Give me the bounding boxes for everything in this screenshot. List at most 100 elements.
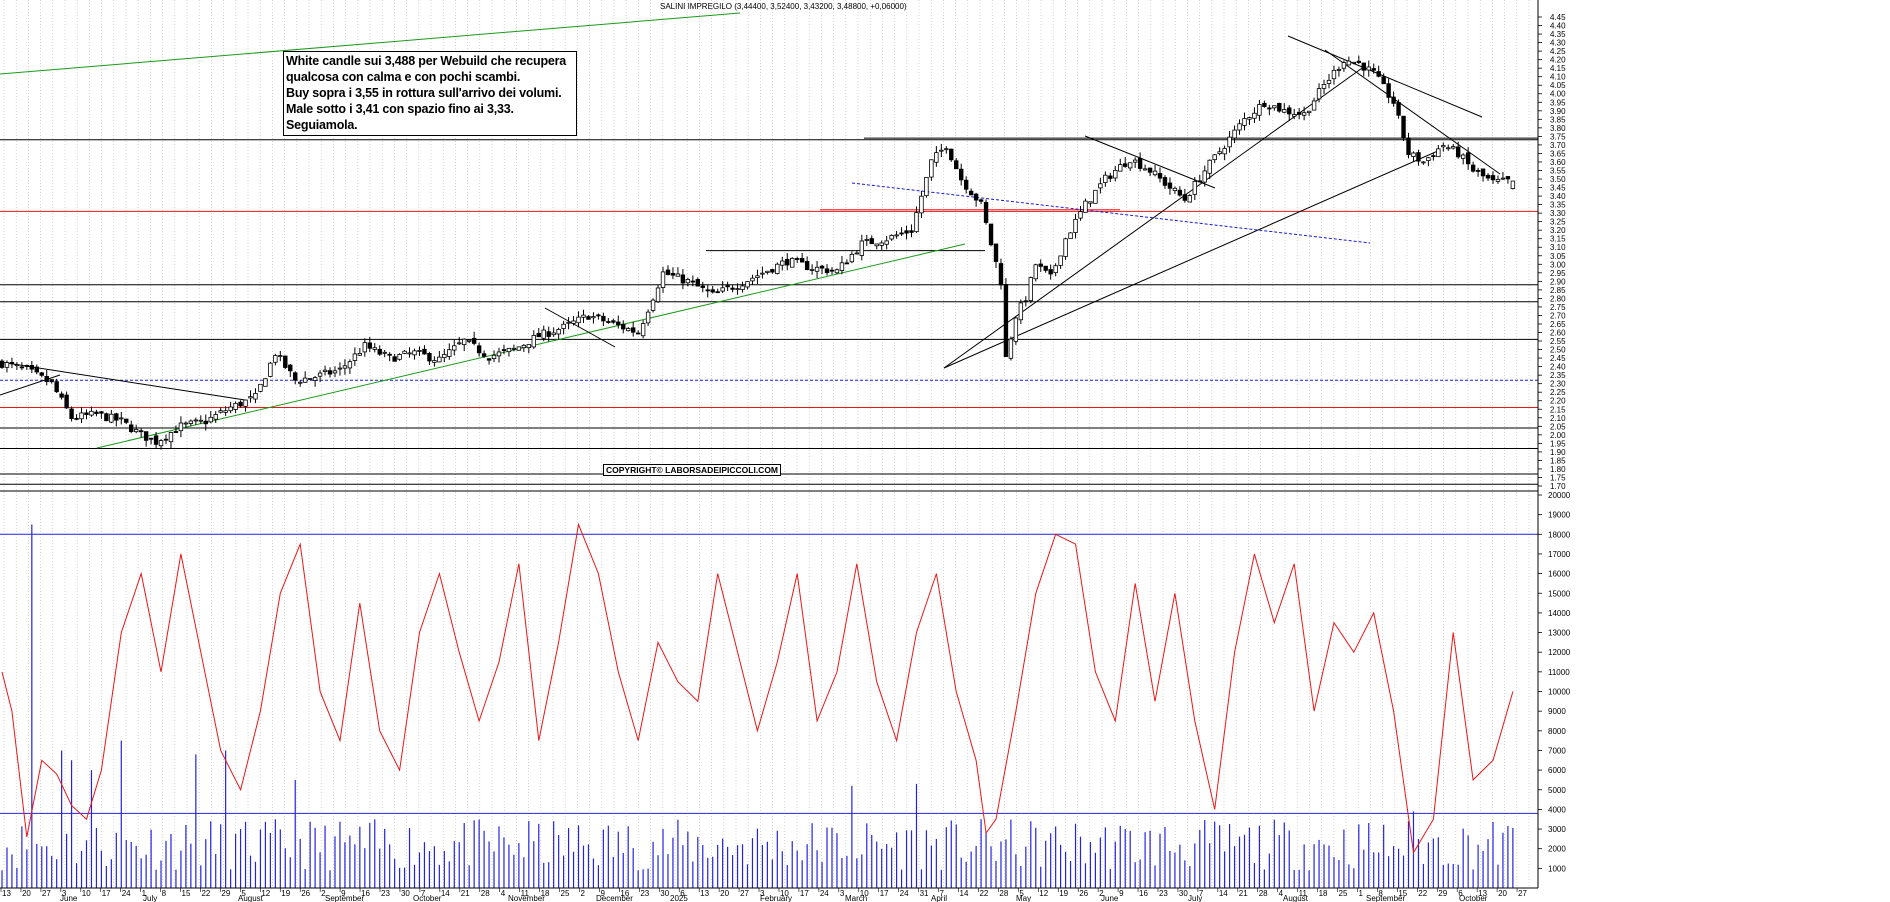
candle-body (1376, 71, 1381, 77)
candle-body (1371, 68, 1376, 71)
month-label: March (845, 894, 867, 902)
candle-body (775, 263, 780, 274)
candle-body (869, 238, 874, 245)
price-tick-label: 3.30 (1550, 209, 1566, 218)
candle-body (770, 269, 775, 273)
date-tick-label: 27 (740, 889, 749, 898)
candle-body (1475, 170, 1481, 172)
volume-tick-label: 7000 (1548, 746, 1566, 755)
candle-body (874, 243, 879, 247)
date-tick-label: 26 (301, 889, 310, 898)
candle-body (119, 417, 124, 420)
candle-body (317, 372, 323, 377)
candle-body (1157, 173, 1163, 179)
candle-body (1272, 105, 1277, 109)
candle-body (486, 358, 492, 361)
price-tick-label: 2.30 (1550, 380, 1566, 389)
candle-body (824, 268, 830, 274)
month-label: December (596, 894, 633, 902)
candle-body (54, 381, 59, 393)
date-tick-label: 12 (1039, 889, 1048, 898)
candle-body (655, 287, 661, 303)
candle-body (879, 242, 884, 246)
candle-body (1416, 152, 1421, 162)
candle-body (476, 345, 482, 354)
candle-body (1098, 183, 1103, 189)
date-tick-label: 19 (1059, 889, 1068, 898)
date-tick-label: 11 (521, 889, 530, 898)
date-tick-label: 14 (1219, 889, 1228, 898)
date-tick-label: 27 (42, 889, 51, 898)
date-tick-label: 28 (999, 889, 1008, 898)
price-tick-label: 3.25 (1550, 218, 1566, 227)
candle-body (457, 342, 462, 345)
candle-body (939, 149, 944, 152)
candle-body (1321, 84, 1327, 89)
candle-body (506, 347, 512, 353)
date-tick-label: 26 (1079, 889, 1088, 898)
candle-body (884, 240, 889, 245)
candle-body (780, 260, 785, 266)
candle-body (919, 195, 924, 214)
candle-body (561, 323, 566, 329)
volume-tick-label: 15000 (1548, 589, 1571, 598)
candle-body (1391, 96, 1396, 104)
date-tick-label: 2 (321, 889, 326, 898)
price-tick-label: 3.65 (1550, 149, 1566, 158)
date-tick-label: 11 (1299, 889, 1308, 898)
price-tick-label: 3.90 (1550, 107, 1566, 116)
candle-body (1381, 76, 1386, 85)
candle-body (720, 287, 725, 292)
date-tick-label: 18 (1319, 889, 1328, 898)
candle-body (1386, 83, 1391, 98)
candle-body (596, 314, 601, 317)
volume-tick-label: 18000 (1548, 530, 1571, 539)
candle-body (894, 234, 899, 237)
candle-body (1331, 69, 1337, 80)
candle-body (1118, 164, 1123, 172)
candle-body (1485, 174, 1491, 179)
volume-tick-label: 17000 (1548, 550, 1571, 559)
candle-body (372, 347, 377, 350)
candle-body (193, 419, 199, 422)
price-tick-label: 3.40 (1550, 192, 1566, 201)
candle-body (1093, 189, 1098, 204)
date-tick-label: 4 (1279, 889, 1284, 898)
candle-body (1207, 159, 1212, 174)
trend-line (1324, 49, 1501, 175)
candle-body (1470, 164, 1476, 172)
month-label: July (1188, 894, 1202, 902)
candle-body (581, 314, 586, 318)
date-tick-label: 17 (880, 889, 889, 898)
date-tick-label: 17 (102, 889, 111, 898)
price-tick-label: 3.55 (1550, 166, 1566, 175)
price-tick-label: 2.95 (1550, 269, 1566, 278)
price-tick-label: 1.85 (1550, 456, 1566, 465)
candle-body (645, 311, 651, 324)
candle-body (730, 287, 735, 290)
price-tick-label: 2.40 (1550, 363, 1566, 372)
date-tick-label: 7 (940, 889, 945, 898)
candle-body (307, 378, 313, 380)
volume-tick-label: 4000 (1548, 805, 1566, 814)
candle-body (367, 342, 372, 349)
date-tick-label: 1 (1358, 889, 1363, 898)
price-tick-label: 2.80 (1550, 294, 1566, 303)
date-tick-label: 10 (860, 889, 869, 898)
date-tick-label: 7 (1199, 889, 1204, 898)
price-tick-label: 1.80 (1550, 465, 1566, 474)
candle-body (223, 410, 228, 413)
candle-body (1182, 194, 1188, 201)
candle-body (1003, 284, 1009, 357)
candle-body (9, 361, 15, 365)
candle-body (1038, 263, 1043, 267)
date-tick-label: 6 (680, 889, 685, 898)
date-tick-label: 31 (920, 889, 929, 898)
annotation-line-3: Buy sopra i 3,55 in rottura sull'arrivo … (286, 86, 562, 100)
candle-body (1336, 69, 1342, 71)
month-label: September (1366, 894, 1405, 902)
candle-body (422, 348, 427, 355)
candle-body (1162, 177, 1168, 186)
candle-body (153, 435, 159, 445)
price-tick-label: 3.45 (1550, 184, 1566, 193)
